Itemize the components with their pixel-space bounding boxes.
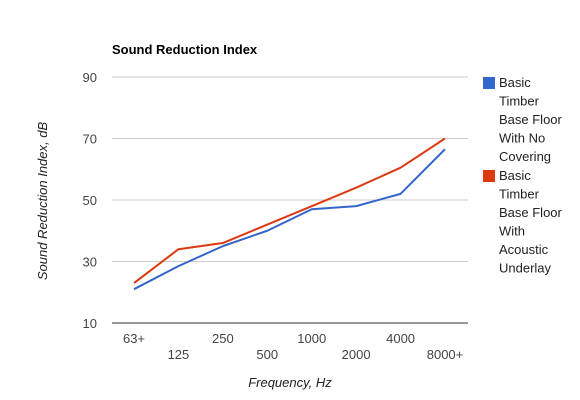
- legend-label: Base Floor: [499, 205, 563, 220]
- legend-label: Covering: [499, 149, 551, 164]
- legend-label: Underlay: [499, 261, 552, 276]
- x-axis-label: Frequency, Hz: [248, 375, 332, 390]
- chart-title: Sound Reduction Index: [112, 42, 258, 57]
- y-tick-label: 10: [83, 316, 97, 331]
- series-line-2: [133, 137, 446, 284]
- legend-label: Basic: [499, 168, 531, 183]
- x-tick-label: 250: [212, 331, 234, 346]
- x-tick-label: 1000: [297, 331, 326, 346]
- y-axis-ticks: 10 30 50 70 90: [83, 70, 97, 331]
- x-tick-label: 4000: [386, 331, 415, 346]
- y-tick-label: 70: [83, 132, 97, 147]
- y-tick-label: 30: [83, 255, 97, 270]
- x-tick-label: 2000: [342, 347, 371, 362]
- x-tick-label: 8000+: [427, 347, 464, 362]
- x-tick-label: 125: [168, 347, 190, 362]
- legend: Basic Timber Base Floor With No Covering Basi…: [483, 75, 563, 276]
- legend-label: With: [499, 224, 525, 239]
- legend-label: Acoustic: [499, 242, 549, 257]
- legend-label: Timber: [499, 94, 540, 109]
- series-line-1: [133, 148, 446, 291]
- legend-swatch: [483, 77, 495, 89]
- x-axis-ticks: 63+ 125 250 500 1000 2000 4000 8000+: [123, 331, 463, 362]
- y-axis-label: Sound Reduction Index, dB: [35, 122, 50, 281]
- y-tick-label: 90: [83, 70, 97, 85]
- legend-label: Base Floor: [499, 112, 563, 127]
- legend-label: Timber: [499, 187, 540, 202]
- x-tick-label: 63+: [123, 331, 145, 346]
- y-tick-label: 50: [83, 193, 97, 208]
- gridlines: [112, 76, 468, 324]
- legend-label: Basic: [499, 75, 531, 90]
- series-lines: [133, 137, 446, 291]
- x-tick-label: 500: [256, 347, 278, 362]
- legend-swatch: [483, 170, 495, 182]
- legend-label: With No: [499, 131, 545, 146]
